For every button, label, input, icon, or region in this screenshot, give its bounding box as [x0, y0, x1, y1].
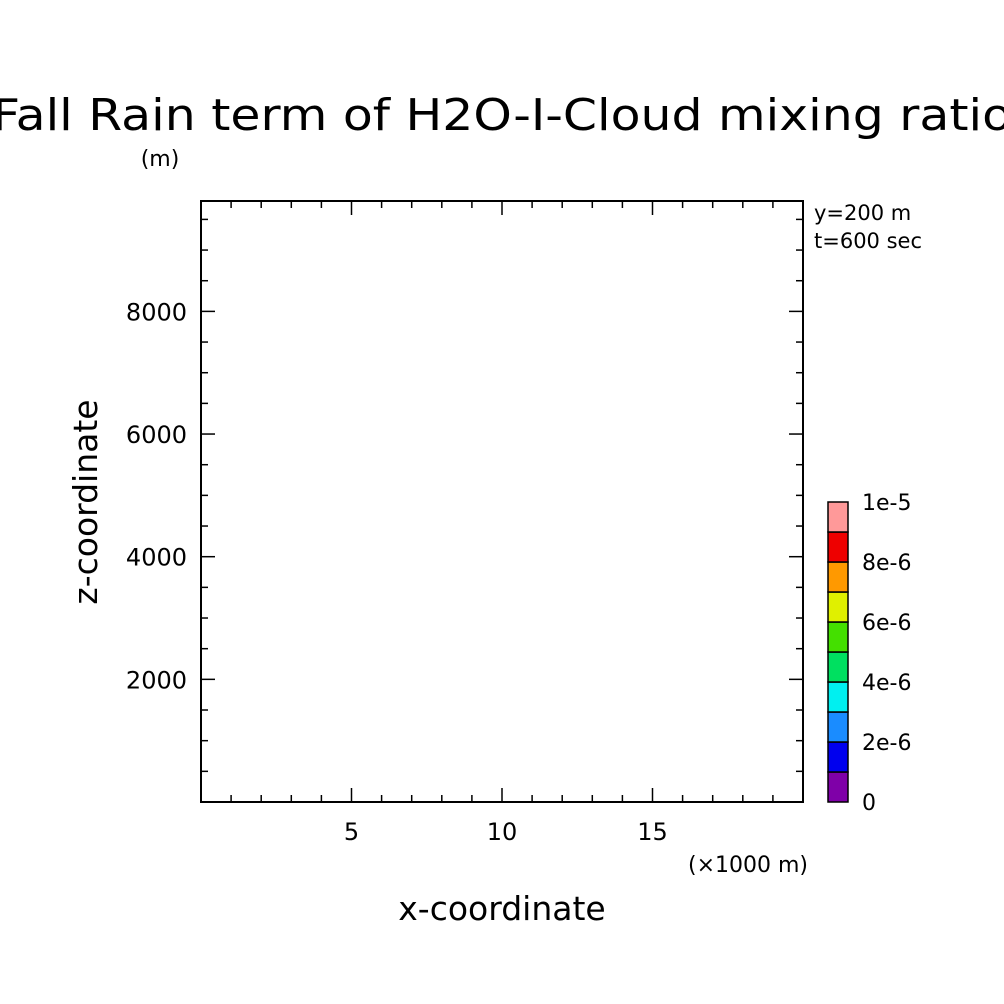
- y-tick-label: 8000: [126, 298, 187, 326]
- colorbar-tick-label: 8e-6: [862, 551, 911, 576]
- annotation-t: t=600 sec: [814, 229, 922, 253]
- y-tick-label: 6000: [126, 421, 187, 449]
- x-tick-label: 10: [487, 818, 518, 846]
- y-tick-labels: 2000 4000 6000 8000: [126, 298, 187, 694]
- y-tick-label: 4000: [126, 544, 187, 572]
- colorbar-swatch: [827, 741, 849, 773]
- y-tick-label: 2000: [126, 666, 187, 694]
- colorbar-swatch: [827, 591, 849, 623]
- x-tick-label: 5: [344, 818, 359, 846]
- annotation-y: y=200 m: [814, 201, 911, 225]
- chart-title: Fall Rain term of H2O-I-Cloud mixing rat…: [0, 90, 1004, 141]
- colorbar: [827, 501, 849, 803]
- x-tick-label: 15: [637, 818, 668, 846]
- x-tick-labels: 5 10 15: [344, 818, 668, 846]
- x-unit-label: (×1000 m): [688, 853, 808, 878]
- colorbar-swatch: [827, 561, 849, 593]
- axis-ticks: [201, 201, 803, 802]
- colorbar-tick-label: 0: [862, 791, 876, 816]
- colorbar-swatch: [827, 711, 849, 743]
- colorbar-tick-label: 4e-6: [862, 671, 911, 696]
- colorbar-tick-label: 2e-6: [862, 731, 911, 756]
- y-unit-label: (m): [141, 147, 180, 172]
- colorbar-swatch: [827, 531, 849, 563]
- colorbar-swatch: [827, 651, 849, 683]
- colorbar-swatch: [827, 501, 849, 533]
- colorbar-tick-label: 1e-5: [862, 491, 911, 516]
- colorbar-labels: 0 2e-6 4e-6 6e-6 8e-6 1e-5: [862, 491, 911, 816]
- colorbar-tick-label: 6e-6: [862, 611, 911, 636]
- colorbar-swatch: [827, 621, 849, 653]
- colorbar-swatch: [827, 681, 849, 713]
- colorbar-swatch: [827, 771, 849, 803]
- y-axis-label: z-coordinate: [66, 399, 105, 604]
- x-axis-label: x-coordinate: [398, 889, 605, 928]
- plot-area: [200, 200, 804, 803]
